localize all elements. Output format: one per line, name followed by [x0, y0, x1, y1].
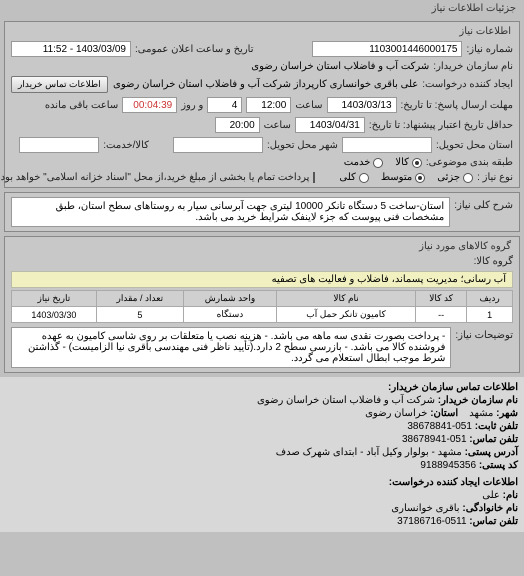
- col-date: تاریخ نیاز: [12, 291, 97, 307]
- name-label: نام:: [503, 490, 518, 501]
- payment-note: پرداخت تمام یا بخشی از مبلغ خرید،از محل …: [0, 172, 309, 183]
- radio-mid[interactable]: متوسط: [381, 172, 425, 183]
- buyer-label: نام سازمان خریدار:: [433, 61, 513, 72]
- radio-mid-label: متوسط: [381, 172, 412, 183]
- postal-value: 9188945356: [420, 460, 476, 471]
- request-no-label: شماره نیاز:: [466, 44, 513, 55]
- fax-value: 051-38678941: [402, 434, 467, 445]
- city-value: مشهد: [469, 408, 493, 419]
- radio-goods-label: کالا: [395, 157, 409, 168]
- family-value: باقری خوانساری: [391, 503, 459, 514]
- address-label: آدرس پستی:: [465, 447, 518, 458]
- priority-radio-group: جزئی متوسط کلی: [339, 172, 473, 183]
- priority-label: نوع نیاز :: [477, 172, 513, 183]
- notes-label: توضیحات نیاز:: [455, 327, 513, 341]
- time-label-1: ساعت: [295, 100, 322, 111]
- desc-label: شرح کلی نیاز:: [454, 197, 513, 211]
- col-name: نام کالا: [277, 291, 416, 307]
- col-idx: ردیف: [467, 291, 513, 307]
- deadline-deliver-time: 20:00: [215, 117, 260, 133]
- request-no-field: 1103001446000175: [312, 41, 462, 57]
- contact-title: اطلاعات تماس سازمان خریدار:: [388, 382, 518, 393]
- city-label: شهر:: [496, 408, 518, 419]
- cell-code: --: [416, 307, 467, 323]
- name-value: علی: [482, 490, 500, 501]
- frame-goods: گروه کالاهای مورد نیاز گروه کالا: آب رسا…: [4, 236, 520, 373]
- remain-time-label: ساعت باقی مانده: [45, 100, 118, 111]
- delivery-province-field: [342, 137, 432, 153]
- deadline-send-label: مهلت ارسال پاسخ: تا تاریخ:: [401, 100, 513, 111]
- phone-value: 051-38678841: [407, 421, 472, 432]
- desc-text: استان-ساخت 5 دستگاه تانکر 10000 لیتری جه…: [11, 197, 450, 227]
- table-row[interactable]: 1 -- کامیون تانکر حمل آب دستگاه 5 1403/0…: [12, 307, 513, 323]
- org-value: شرکت آب و فاضلاب استان خراسان رضوی: [257, 395, 435, 406]
- radio-high[interactable]: کلی: [339, 172, 368, 183]
- province-label: استان:: [430, 408, 458, 419]
- delivery-province-label: استان محل تحویل:: [436, 140, 513, 151]
- radio-low-circle: [463, 173, 473, 183]
- packaging-radio-group: کالا خدمت: [344, 157, 422, 168]
- buyer-value: شرکت آب و فاضلاب استان خراسان رضوی: [251, 61, 429, 72]
- cell-qty: 5: [96, 307, 183, 323]
- deadline-deliver-date: 1403/04/31: [295, 117, 365, 133]
- tel2-value: 0511-37186716: [397, 516, 466, 527]
- frame-desc: شرح کلی نیاز: استان-ساخت 5 دستگاه تانکر …: [4, 192, 520, 232]
- category-bar: آب رسانی؛ مدیریت پسماند، فاضلاب و فعالیت…: [11, 271, 513, 288]
- delivery-city-field: [173, 137, 263, 153]
- announce-field: 1403/03/09 - 11:52: [11, 41, 131, 57]
- radio-low[interactable]: جزئی: [437, 172, 473, 183]
- fax-label: تلفن تماس:: [469, 434, 518, 445]
- province-value: خراسان رضوی: [365, 408, 427, 419]
- radio-service[interactable]: خدمت: [344, 157, 384, 168]
- table-header-row: ردیف کد کالا نام کالا واحد شمارش تعداد /…: [12, 291, 513, 307]
- remain-days: 4: [207, 97, 242, 113]
- radio-service-label: خدمت: [344, 157, 371, 168]
- frame1-title: اطلاعات نیاز: [7, 24, 517, 39]
- unit-label: کالا/خدمت:: [103, 140, 149, 151]
- radio-high-label: کلی: [339, 172, 355, 183]
- contact-block: اطلاعات تماس سازمان خریدار: نام سازمان خ…: [0, 377, 524, 532]
- cell-name: کامیون تانکر حمل آب: [277, 307, 416, 323]
- category-label: گروه کالا:: [474, 256, 513, 267]
- deadline-send-time: 12:00: [246, 97, 291, 113]
- tab-title: جزئیات اطلاعات نیاز: [0, 0, 524, 17]
- radio-high-circle: [359, 173, 369, 183]
- time-label-2: ساعت: [264, 120, 291, 131]
- col-code: کد کالا: [416, 291, 467, 307]
- remain-days-label: و روز: [181, 100, 203, 111]
- address-value: مشهد - بولوار وکیل آباد - ابتدای شهرک صد…: [276, 447, 462, 458]
- frame-need-info: اطلاعات نیاز شماره نیاز: 110300144600017…: [4, 21, 520, 188]
- col-qty: تعداد / مقدار: [96, 291, 183, 307]
- delivery-city-label: شهر محل تحویل:: [267, 140, 338, 151]
- radio-mid-circle: [415, 173, 425, 183]
- radio-low-label: جزئی: [437, 172, 460, 183]
- tel2-label: تلفن تماس:: [469, 516, 518, 527]
- contact-buyer-button[interactable]: اطلاعات تماس خریدار: [11, 76, 108, 93]
- cell-idx: 1: [467, 307, 513, 323]
- creator-label: ایجاد کننده درخواست:: [422, 79, 513, 90]
- announce-label: تاریخ و ساعت اعلان عمومی:: [135, 44, 254, 55]
- creator-value: علی باقری خوانساری کارپرداز شرکت آب و فا…: [112, 79, 419, 90]
- phone-label: تلفن ثابت:: [475, 421, 518, 432]
- postal-label: کد پستی:: [479, 460, 518, 471]
- org-label: نام سازمان خریدار:: [438, 395, 518, 406]
- deadline-deliver-label: حداقل تاریخ اعتبار پیشنهاد: تا تاریخ:: [369, 120, 513, 131]
- remain-time: 00:04:39: [122, 97, 177, 113]
- radio-service-circle: [373, 158, 383, 168]
- payment-checkbox[interactable]: [313, 172, 315, 183]
- cell-date: 1403/03/30: [12, 307, 97, 323]
- col-unit: واحد شمارش: [183, 291, 276, 307]
- family-label: نام خانوادگی:: [462, 503, 518, 514]
- deadline-send-date: 1403/03/13: [327, 97, 397, 113]
- cell-unit: دستگاه: [183, 307, 276, 323]
- goods-table: ردیف کد کالا نام کالا واحد شمارش تعداد /…: [11, 290, 513, 323]
- radio-goods-circle: [412, 158, 422, 168]
- section2-title: اطلاعات ایجاد کننده درخواست:: [389, 477, 518, 488]
- packaging-label: طبقه بندی موضوعی:: [426, 157, 513, 168]
- unit-field: [19, 137, 99, 153]
- notes-text: - پرداخت بصورت نقدی سه ماهه می باشد. - ه…: [11, 327, 451, 368]
- radio-goods[interactable]: کالا: [395, 157, 422, 168]
- frame3-title: گروه کالاهای مورد نیاز: [7, 239, 517, 254]
